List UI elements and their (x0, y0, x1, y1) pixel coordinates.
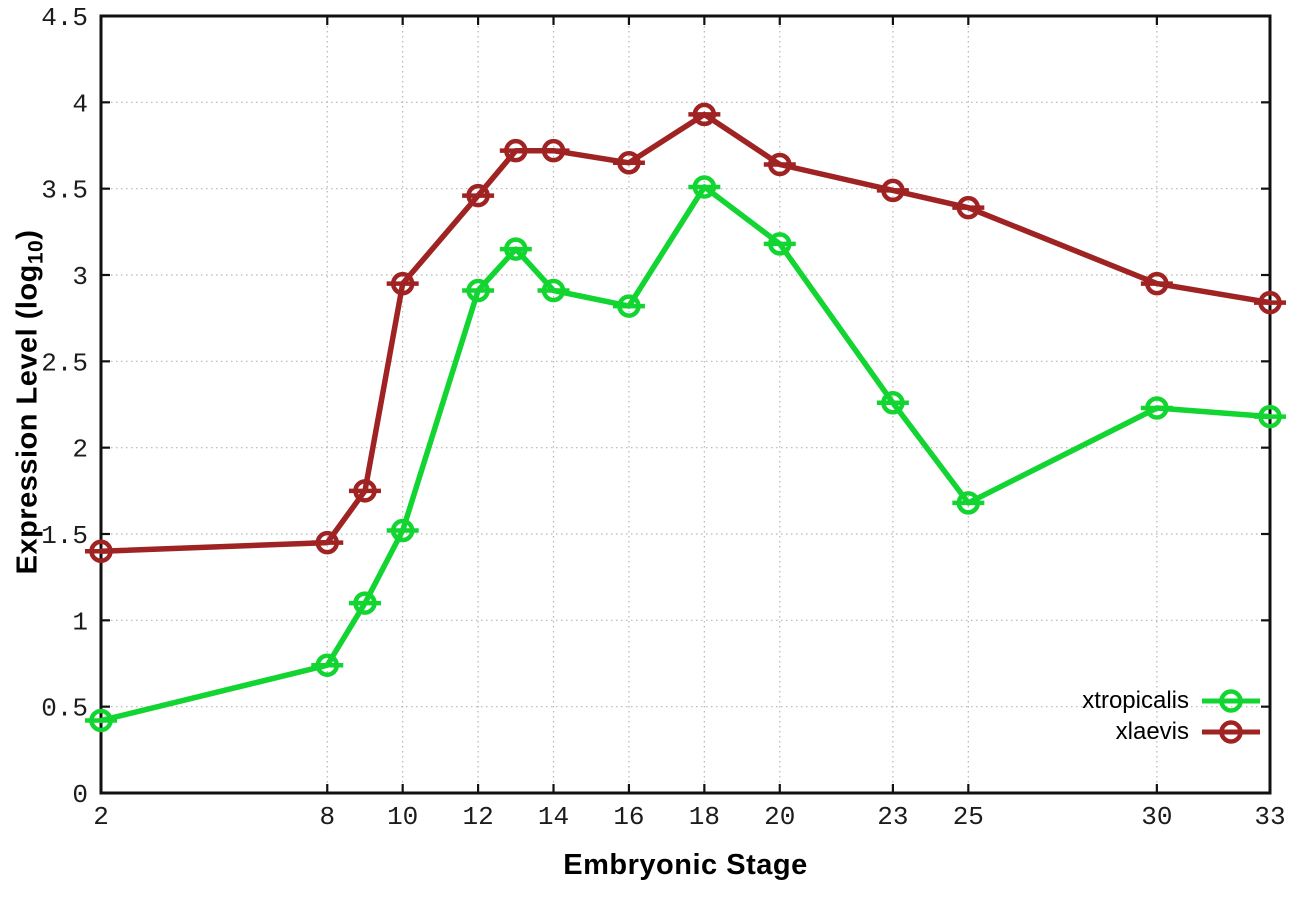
data-point-marker (504, 237, 528, 261)
series-line (98, 111, 1273, 555)
x-tick-label: 23 (877, 802, 908, 832)
y-tick-label: 0.5 (41, 694, 88, 724)
data-point-marker (353, 479, 377, 503)
x-tick-label: 2 (93, 802, 109, 832)
data-point-marker (617, 294, 641, 318)
y-tick-label: 3.5 (41, 176, 88, 206)
data-point-marker (1258, 404, 1282, 429)
y-axis-title: Expression Level (log10) (12, 230, 49, 575)
data-point-marker (956, 491, 981, 515)
data-point-marker (353, 591, 377, 615)
data-point-marker (1145, 396, 1169, 420)
y-tick-label: 2 (72, 435, 88, 465)
legend-marker-icon (1202, 719, 1260, 744)
plot-border (99, 14, 1272, 795)
data-point-marker (390, 271, 415, 296)
x-tick-label: 20 (764, 802, 795, 832)
data-point-marker (390, 518, 415, 543)
data-point-marker (617, 151, 641, 175)
data-point-marker (466, 183, 490, 208)
data-point-marker (768, 152, 792, 177)
data-point-marker (541, 278, 566, 303)
data-point-marker (692, 102, 717, 127)
y-axis-title-pre: Expression Level (log (11, 264, 44, 575)
data-point-marker (315, 530, 340, 555)
legend: xtropicalis xlaevis (1082, 685, 1262, 747)
y-tick-label: 4 (72, 89, 88, 119)
y-tick-label: 1.5 (41, 521, 88, 551)
y-tick-label: 4.5 (41, 3, 88, 33)
data-point-marker (692, 175, 717, 199)
legend-label: xlaevis (1115, 717, 1189, 745)
data-point-marker (1258, 290, 1282, 315)
legend-marker-icon (1202, 688, 1260, 713)
y-axis-title-post: ) (11, 229, 44, 240)
y-tick-label: 0 (72, 780, 88, 810)
x-tick-label: 33 (1254, 802, 1285, 832)
y-tick-label: 3 (72, 262, 88, 292)
legend-item-xlaevis: xlaevis (1082, 716, 1262, 747)
series-xlaevis (85, 102, 1286, 564)
x-tick-label: 8 (319, 802, 335, 832)
series-xtropicalis (85, 175, 1286, 733)
x-tick-label: 25 (953, 802, 984, 832)
x-tick-label: 12 (462, 802, 493, 832)
x-tick-label: 14 (538, 802, 569, 832)
data-point-marker (881, 178, 905, 203)
x-tick-label: 10 (387, 802, 418, 832)
legend-label: xtropicalis (1082, 686, 1189, 714)
data-point-marker (541, 138, 566, 163)
data-point-marker (89, 708, 113, 733)
legend-item-xtropicalis: xtropicalis (1082, 685, 1262, 716)
data-point-marker (315, 653, 340, 677)
data-point-marker (1145, 271, 1169, 296)
data-point-marker (768, 232, 792, 256)
data-point-marker (504, 138, 528, 163)
data-point-marker (466, 278, 490, 303)
data-point-marker (881, 391, 905, 415)
y-tick-label: 2.5 (41, 348, 88, 378)
data-point-marker (89, 539, 113, 564)
y-tick-label: 1 (72, 607, 88, 637)
x-tick-label: 30 (1141, 802, 1172, 832)
x-tick-label: 16 (613, 802, 644, 832)
x-axis-title: Embryonic Stage (101, 849, 1270, 882)
x-tick-label: 18 (689, 802, 720, 832)
data-point-marker (956, 195, 981, 220)
series-line (98, 184, 1273, 724)
y-axis-title-sub: 10 (24, 239, 48, 265)
x-axis-title-text: Embryonic Stage (563, 849, 808, 881)
tick-labels-layer: 2 8 10 12 14 16 18 20 23 25 30 33 0 0.5 1 1.5 2 2.5 3 3.5 4 4… (41, 3, 1285, 832)
